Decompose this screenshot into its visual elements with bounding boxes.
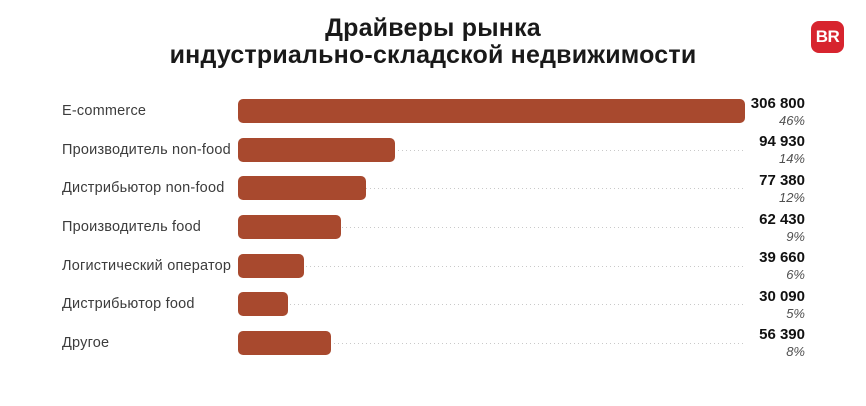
value-group: 306 800 46% (745, 96, 805, 127)
value-group: 94 930 14% (745, 134, 805, 165)
value-label: 306 800 (750, 94, 805, 112)
value-group: 77 380 12% (745, 173, 805, 204)
percent-label: 6% (786, 267, 805, 283)
bar-track (238, 292, 745, 317)
value-group: 30 090 5% (745, 289, 805, 320)
chart-title-line1: Драйверы рынка (325, 14, 541, 42)
chart-title: Драйверы рынка индустриально-складской н… (0, 15, 866, 69)
bar-track (238, 330, 745, 355)
value-label: 56 390 (759, 326, 805, 344)
category-label: Производитель food (62, 219, 202, 236)
category-label: Логистический оператор (62, 257, 232, 274)
value-group: 39 660 6% (745, 250, 805, 281)
chart-row: Дистрибьютор non-food 77 380 12% (62, 169, 805, 208)
value-group: 56 390 8% (745, 327, 805, 358)
leader-line (238, 304, 745, 306)
leader-line (238, 149, 745, 151)
value-label: 39 660 (759, 249, 805, 267)
bar (238, 253, 304, 278)
brand-logo: BR (811, 21, 844, 53)
percent-label: 9% (786, 228, 805, 244)
bar (238, 137, 395, 162)
bar-track (238, 253, 745, 278)
category-label: Дистрибьютор non-food (62, 180, 225, 197)
bar (238, 215, 342, 240)
chart-title-line2: индустриально-складской недвижимости (169, 41, 697, 69)
bar-track (238, 215, 745, 240)
leader-line (238, 227, 745, 229)
bar-track (238, 176, 745, 201)
value-group: 62 430 9% (745, 212, 805, 243)
leader-line (238, 265, 745, 267)
brand-logo-text: BR (815, 27, 840, 46)
bar-track (238, 99, 745, 124)
chart-row: Логистический оператор 39 660 6% (62, 246, 805, 285)
chart-row: E-commerce 306 800 46% (62, 92, 805, 131)
category-label: Производитель non-food (62, 141, 231, 158)
bar-chart: E-commerce 306 800 46% Производитель non… (62, 92, 805, 362)
chart-row: Другое 56 390 8% (62, 324, 805, 363)
category-label: Дистрибьютор food (62, 296, 195, 313)
chart-row: Дистрибьютор food 30 090 5% (62, 285, 805, 324)
bar (238, 292, 288, 317)
percent-label: 14% (778, 151, 805, 167)
value-label: 62 430 (759, 210, 805, 228)
bar (238, 176, 366, 201)
category-label: E-commerce (62, 103, 147, 120)
percent-label: 8% (786, 344, 805, 360)
bar-track (238, 137, 745, 162)
value-label: 77 380 (759, 171, 805, 189)
percent-label: 46% (778, 112, 805, 128)
bar (238, 99, 745, 124)
category-label: Другое (62, 334, 110, 351)
chart-row: Производитель non-food 94 930 14% (62, 131, 805, 170)
percent-label: 5% (786, 305, 805, 321)
percent-label: 12% (778, 189, 805, 205)
bar (238, 330, 332, 355)
leader-line (238, 188, 745, 190)
leader-line (238, 342, 745, 344)
value-label: 94 930 (759, 133, 805, 151)
value-label: 30 090 (759, 287, 805, 305)
chart-row: Производитель food 62 430 9% (62, 208, 805, 247)
